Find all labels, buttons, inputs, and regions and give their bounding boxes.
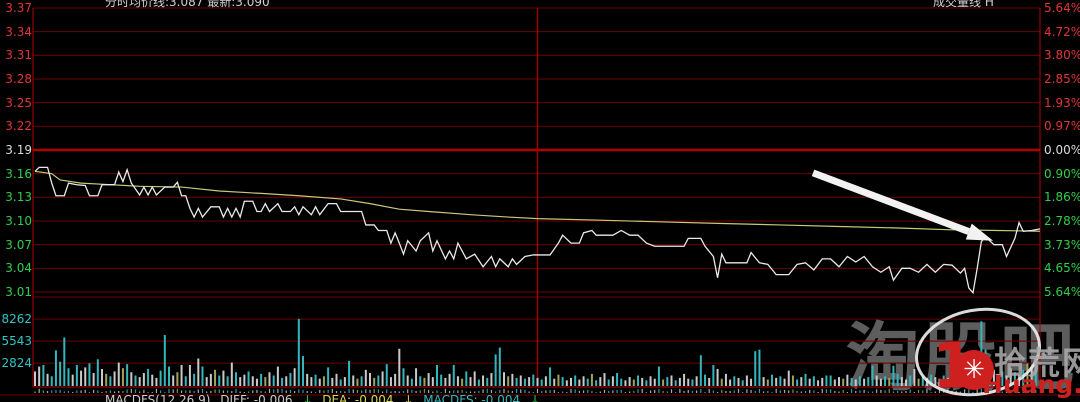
price-axis-label: 3.37 [5, 1, 32, 15]
price-axis-label: 3.31 [5, 48, 32, 63]
arrow-annotation [811, 169, 994, 241]
percent-axis-label: 0.90% [1044, 166, 1080, 181]
percent-axis-label: 2.85% [1044, 72, 1080, 86]
price-axis-label: 3.19 [5, 143, 32, 157]
macd-dea-value: DEA: -0.004 [322, 394, 394, 402]
price-axis-label: 3.04 [5, 261, 32, 276]
percent-axis-label: 3.73% [1044, 237, 1080, 252]
volume-axis-label: 8262 [1, 312, 32, 327]
price-line [34, 166, 1041, 295]
header-right-text: 成交量线 H [933, 0, 994, 9]
header-left-text: 分时均价线:3.087 最新:3.090 [105, 0, 270, 9]
macd-strip [34, 388, 1037, 393]
price-axis-label: 3.34 [5, 24, 32, 39]
avg-price-line [34, 170, 1041, 232]
percent-axis-label: 1.93% [1044, 95, 1080, 110]
volume-axis-label: 5543 [1, 334, 32, 349]
watermark-ellipse [915, 307, 1041, 397]
percent-axis-label: 3.80% [1044, 48, 1080, 63]
percent-axis-label: 5.64% [1044, 1, 1080, 15]
percent-axis-label: 2.78% [1044, 214, 1080, 228]
watermark-10huang-logo: 1 ✳ 拾荒网 Huang.CN [930, 335, 1080, 402]
price-axis-label: 3.13 [5, 190, 32, 205]
percent-axis-label: 4.65% [1044, 261, 1080, 276]
header-left: 分时均价线:3.087 最新:3.090 [105, 0, 270, 10]
percent-axis-label: 5.64% [1044, 285, 1080, 299]
volume-bars [34, 318, 1037, 386]
watermark-shihuang: 拾荒网 [994, 344, 1080, 382]
macd-diff-value: DIFF: -0.006 [220, 394, 293, 402]
percent-axis-label: 0.00% [1044, 143, 1080, 157]
grid-lines [0, 7, 1080, 396]
header-right: 成交量线 H [933, 0, 994, 10]
percent-axis-label: 1.86% [1044, 190, 1080, 205]
price-axis-label: 3.28 [5, 72, 32, 86]
price-axis-label: 3.07 [5, 237, 32, 252]
down-arrow-icon: ↓ [529, 394, 541, 402]
macd-indicator-label: MACDFS(12,26,9) [105, 394, 211, 402]
price-axis-label: 3.25 [5, 95, 32, 110]
volume-axis-label: 2824 [1, 356, 32, 371]
percent-axis-label: 0.97% [1044, 119, 1080, 134]
price-axis-label: 3.16 [5, 166, 32, 181]
watermark-huang-cn: Huang.CN [982, 370, 1080, 399]
watermark-huang: Huang. [982, 370, 1080, 399]
down-arrow-icon: ↓ [302, 394, 313, 402]
macd-footer: MACDFS(12,26,9) DIFF: -0.006 ↓ DEA: -0.0… [105, 394, 546, 402]
macd-value: MACDFS: -0.004 [423, 394, 521, 402]
price-axis-label: 3.10 [5, 214, 32, 228]
percent-axis-label: 4.72% [1044, 24, 1080, 39]
price-axis-label: 3.01 [5, 285, 32, 299]
gear-icon: ✳ [954, 350, 994, 390]
price-axis-label: 3.22 [5, 119, 32, 134]
down-arrow-icon: ↓ [403, 394, 414, 402]
